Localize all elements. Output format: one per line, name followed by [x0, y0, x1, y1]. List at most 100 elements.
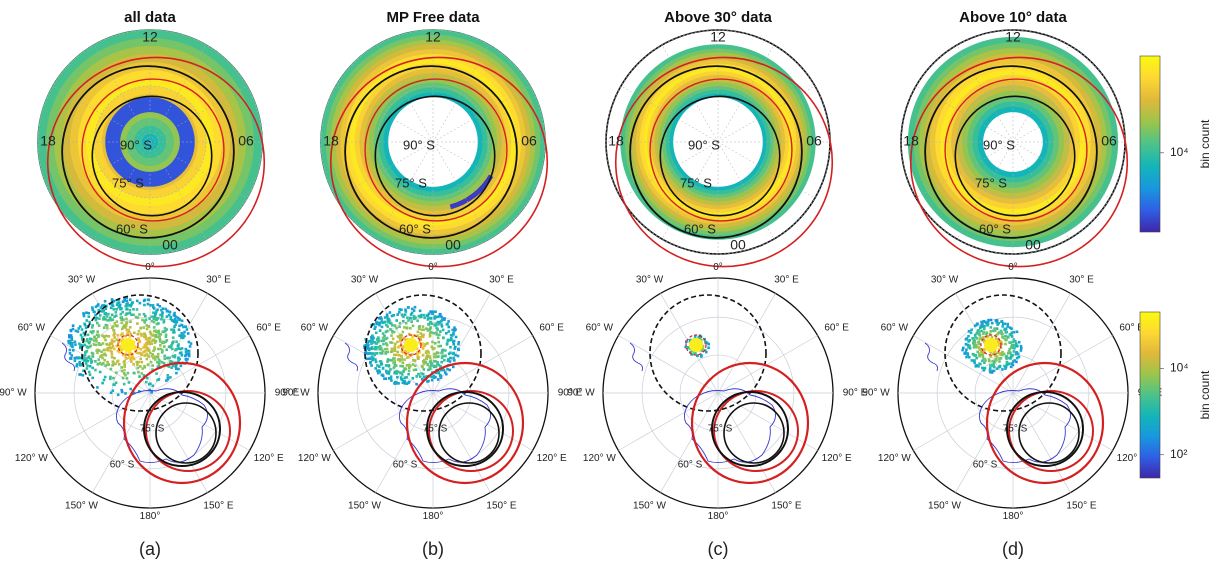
heat-bin [997, 343, 1000, 347]
heat-bin [396, 335, 400, 338]
heat-bin [426, 313, 430, 317]
heat-bin [378, 370, 381, 374]
longitude-label-4: 120° E [1117, 453, 1147, 464]
heat-bin [991, 364, 995, 367]
heat-bin [156, 308, 159, 312]
heat-bin [146, 346, 149, 350]
heat-bin [104, 312, 108, 315]
heat-bin [962, 346, 965, 350]
heat-bin [394, 364, 398, 367]
heat-bin [396, 340, 399, 344]
heat-bin [990, 335, 994, 339]
heat-bin [115, 303, 119, 307]
heat-bin [1010, 362, 1014, 365]
longitude-label-0: 0° [145, 262, 155, 273]
lon-grid-line [717, 335, 818, 394]
heat-bin [165, 310, 169, 313]
heat-bin [153, 314, 157, 317]
heat-bin [87, 370, 91, 374]
heat-bin [369, 347, 373, 350]
heat-bin [398, 321, 402, 325]
panel-title: all data [124, 9, 176, 26]
heat-bin [183, 334, 186, 338]
lon-grid-line [149, 335, 250, 394]
heat-bin [1015, 330, 1019, 334]
longitude-label-9: 90° W [567, 388, 595, 399]
heat-bin [973, 361, 976, 365]
heat-bin [410, 311, 414, 315]
heat-bin [153, 341, 157, 345]
heat-bin [421, 378, 424, 381]
lat-label-90: 90° S [120, 137, 152, 152]
heat-bin [988, 368, 992, 372]
heat-bin [423, 344, 426, 348]
heat-bin [444, 371, 447, 374]
heat-bin [112, 308, 116, 311]
heat-bin [146, 298, 150, 301]
heat-bin [985, 331, 989, 334]
heat-bin [1003, 364, 1006, 368]
heat-bin [440, 319, 443, 323]
heat-bin [173, 355, 177, 359]
heat-bin [122, 324, 126, 327]
heat-bin [123, 297, 126, 300]
heat-bin [149, 382, 152, 385]
heat-bin [374, 346, 377, 349]
lon-grid-line [1012, 293, 1071, 394]
heat-bin [977, 340, 981, 343]
heat-bin [378, 344, 382, 348]
heat-bin [382, 336, 385, 340]
heat-bin [989, 355, 992, 358]
heat-bin [111, 389, 115, 392]
heat-bin [135, 299, 139, 303]
heat-bin [1009, 355, 1013, 359]
heat-bin [684, 345, 687, 349]
longitude-label-1: 30° E [489, 275, 514, 286]
heat-bin [130, 360, 133, 363]
heat-bin [104, 353, 108, 357]
heat-bin [426, 355, 430, 358]
heat-bin [996, 351, 999, 355]
heat-bin [118, 344, 122, 348]
heat-bin [164, 307, 167, 311]
heat-bin [167, 365, 171, 368]
heat-bin [413, 359, 417, 363]
longitude-label-2: 60° E [824, 322, 849, 333]
heat-bin [438, 320, 442, 324]
heat-bin [69, 344, 73, 347]
heat-bin [179, 364, 183, 368]
heat-bin [102, 353, 106, 356]
heat-bin [1006, 322, 1009, 326]
heat-bin [180, 319, 184, 323]
heat-bin [154, 312, 157, 315]
heat-bin [84, 326, 88, 330]
heat-bin [165, 339, 169, 342]
heat-bin [152, 326, 156, 329]
heat-bin [994, 354, 997, 358]
heat-bin [82, 314, 86, 318]
black-oval [629, 65, 803, 239]
heat-bin [171, 341, 174, 345]
heat-core [404, 338, 418, 352]
heat-bin [992, 361, 996, 364]
heat-bin [148, 388, 151, 392]
red-oval [405, 361, 525, 485]
heat-bin [430, 310, 434, 313]
heat-bin [101, 310, 104, 313]
lon-grid-line [50, 392, 151, 451]
heat-bin [970, 359, 974, 362]
heat-bin [140, 334, 143, 337]
heat-bin [94, 343, 98, 347]
red-oval-inner [1008, 390, 1094, 472]
heat-bin [1019, 344, 1023, 348]
heat-bin [980, 325, 984, 329]
heat-bin [151, 364, 154, 367]
heat-bin [105, 334, 108, 338]
heat-bin [448, 368, 451, 372]
heat-bin [168, 356, 172, 360]
heat-bin [421, 347, 425, 350]
heat-bin [404, 353, 408, 356]
heat-bin [161, 361, 164, 364]
hour-label-18: 18 [40, 133, 56, 149]
heat-bin [73, 356, 77, 360]
